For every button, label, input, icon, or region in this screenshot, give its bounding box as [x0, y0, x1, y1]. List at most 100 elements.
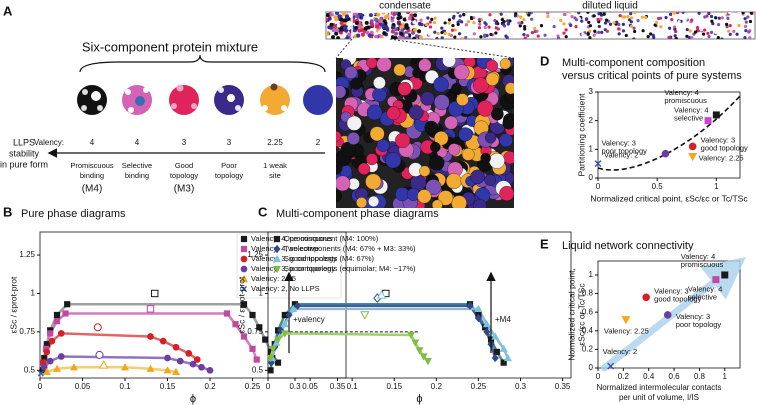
x-tick-label: 0.3 — [289, 382, 301, 391]
protein-labels: 4Promiscuousbinding(M4)4Selectivebinding… — [70, 138, 320, 195]
brace — [79, 54, 326, 73]
particle — [345, 36, 350, 39]
particle — [494, 31, 498, 35]
particle — [671, 20, 675, 24]
valency-value: 3 — [182, 138, 187, 147]
particle — [339, 17, 344, 22]
particle — [366, 104, 383, 121]
particle — [633, 29, 637, 34]
particle — [484, 174, 496, 186]
patch — [128, 107, 134, 113]
x-axis-label: Normalized critical point, εSc/εc or Tc/… — [590, 193, 748, 203]
panel-label: C — [258, 204, 268, 219]
particle — [743, 24, 748, 29]
particle — [727, 29, 731, 33]
marker — [721, 271, 729, 279]
marker — [146, 305, 155, 313]
particle — [709, 30, 714, 34]
particle — [350, 77, 363, 90]
protein-description: site — [269, 171, 281, 180]
particle — [659, 25, 663, 29]
point-label: promiscuous — [681, 260, 724, 269]
particle — [329, 22, 334, 27]
particle — [363, 15, 368, 20]
particle — [451, 16, 456, 20]
particle — [499, 58, 511, 70]
particle — [717, 16, 721, 20]
particle — [496, 27, 500, 31]
y-tick-label: 0.5 — [24, 365, 36, 374]
particle — [418, 58, 432, 72]
particle — [673, 27, 677, 31]
marker — [176, 357, 184, 365]
x-tick-label: 0.2 — [618, 372, 630, 381]
particle — [435, 34, 440, 38]
particle — [356, 197, 368, 208]
particle — [405, 36, 410, 39]
axis-label: stability — [9, 148, 40, 158]
marker — [163, 366, 172, 374]
particle — [516, 14, 520, 18]
particle — [329, 12, 334, 17]
particle — [489, 32, 493, 37]
particle — [487, 25, 491, 29]
marker — [267, 367, 274, 374]
particle — [477, 26, 482, 30]
particle — [420, 91, 435, 106]
particle — [402, 17, 407, 22]
particle — [603, 21, 608, 25]
particle — [386, 106, 401, 121]
particle — [714, 31, 718, 35]
particle — [543, 33, 547, 37]
x-tick-label: 0.6 — [669, 372, 681, 381]
marker — [198, 363, 205, 371]
particle — [574, 25, 578, 29]
particle — [599, 17, 603, 21]
y-tick-label: 0.5 — [252, 365, 264, 374]
protein-description: binding — [80, 171, 104, 180]
particle — [688, 29, 692, 33]
annotation: +M4 — [495, 315, 511, 324]
marker — [499, 344, 508, 352]
panel-label: D — [540, 53, 549, 68]
particle — [326, 17, 329, 22]
particle — [399, 31, 404, 36]
particle — [347, 25, 352, 30]
particle — [597, 12, 601, 16]
particle — [489, 153, 505, 169]
particle — [685, 34, 689, 38]
particle — [374, 24, 379, 29]
particle — [336, 130, 342, 142]
particle — [365, 30, 370, 35]
y-tick-label: 0.6 — [582, 307, 594, 316]
particle — [380, 23, 385, 28]
particle — [522, 18, 526, 22]
particle — [720, 16, 724, 20]
particle — [427, 32, 431, 36]
marker — [503, 353, 512, 362]
marker — [293, 301, 301, 310]
particle — [695, 26, 700, 30]
particle — [701, 35, 706, 39]
particle — [336, 190, 343, 203]
particle — [677, 20, 681, 24]
particle — [393, 35, 398, 39]
patch — [270, 83, 278, 91]
particle — [667, 35, 671, 39]
particle — [580, 19, 584, 23]
chart-title: Multi-component phase diagrams — [276, 208, 439, 220]
particle — [417, 12, 422, 16]
particle — [632, 26, 636, 30]
particle — [480, 152, 491, 164]
particle — [364, 20, 369, 25]
particle — [703, 28, 707, 32]
particle — [707, 12, 711, 15]
panel-label: E — [540, 236, 549, 251]
particle — [629, 20, 633, 24]
condensate-label: condensate — [379, 1, 431, 12]
point-label: Valency: 2 — [603, 347, 637, 356]
particle — [385, 152, 402, 169]
particle — [728, 32, 732, 36]
particle — [707, 34, 711, 39]
